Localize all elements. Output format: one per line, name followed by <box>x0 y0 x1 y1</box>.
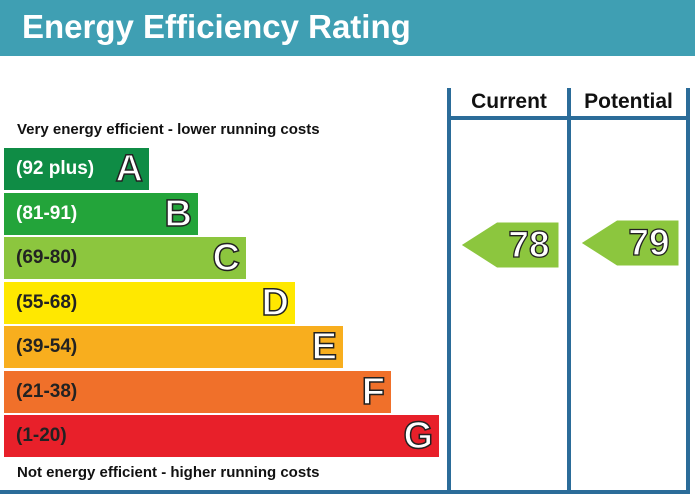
band-letter: D <box>261 281 290 325</box>
band-letter: B <box>164 192 193 236</box>
rating-band-f: (21-38) F <box>4 370 391 414</box>
band-letter: G <box>403 414 434 458</box>
band-letter: A <box>115 147 144 191</box>
current-column-header: Current <box>471 90 547 113</box>
potential-rating-value: 79 <box>628 221 670 263</box>
band-range-label: (39-54) <box>16 336 78 357</box>
inefficient-caption: Not energy efficient - higher running co… <box>17 464 320 481</box>
efficient-caption: Very energy efficient - lower running co… <box>17 121 320 138</box>
band-range-label: (21-38) <box>16 381 78 402</box>
page-title: Energy Efficiency Rating <box>22 8 411 45</box>
potential-arrow-shape <box>581 220 680 266</box>
potential-column-header: Potential <box>584 90 673 113</box>
bottom-border <box>0 490 690 494</box>
rating-band-c: (69-80) C <box>4 236 246 280</box>
rating-band-e: (39-54) E <box>4 325 343 369</box>
band-letter: E <box>311 325 338 369</box>
rating-band-d: (55-68) D <box>4 281 295 325</box>
band-letter: C <box>212 236 241 280</box>
divider-middle <box>567 88 571 493</box>
rating-band-a: (92 plus) A <box>4 147 149 191</box>
potential-rating-arrow: 79 <box>581 220 681 266</box>
header-underline <box>447 116 690 120</box>
rating-band-g: (1-20) G <box>4 414 439 458</box>
current-rating-value: 78 <box>508 223 550 265</box>
header-bar: Energy Efficiency Rating <box>0 0 695 56</box>
band-range-label: (69-80) <box>16 247 78 268</box>
divider-left <box>447 88 451 493</box>
band-range-label: (1-20) <box>16 425 67 446</box>
current-rating-arrow: 78 <box>461 222 561 268</box>
divider-right <box>686 88 690 493</box>
current-arrow-shape <box>461 222 560 268</box>
rating-band-b: (81-91) B <box>4 192 198 236</box>
band-range-label: (81-91) <box>16 203 78 224</box>
band-range-label: (92 plus) <box>16 158 95 179</box>
band-letter: F <box>361 370 386 414</box>
band-range-label: (55-68) <box>16 292 78 313</box>
